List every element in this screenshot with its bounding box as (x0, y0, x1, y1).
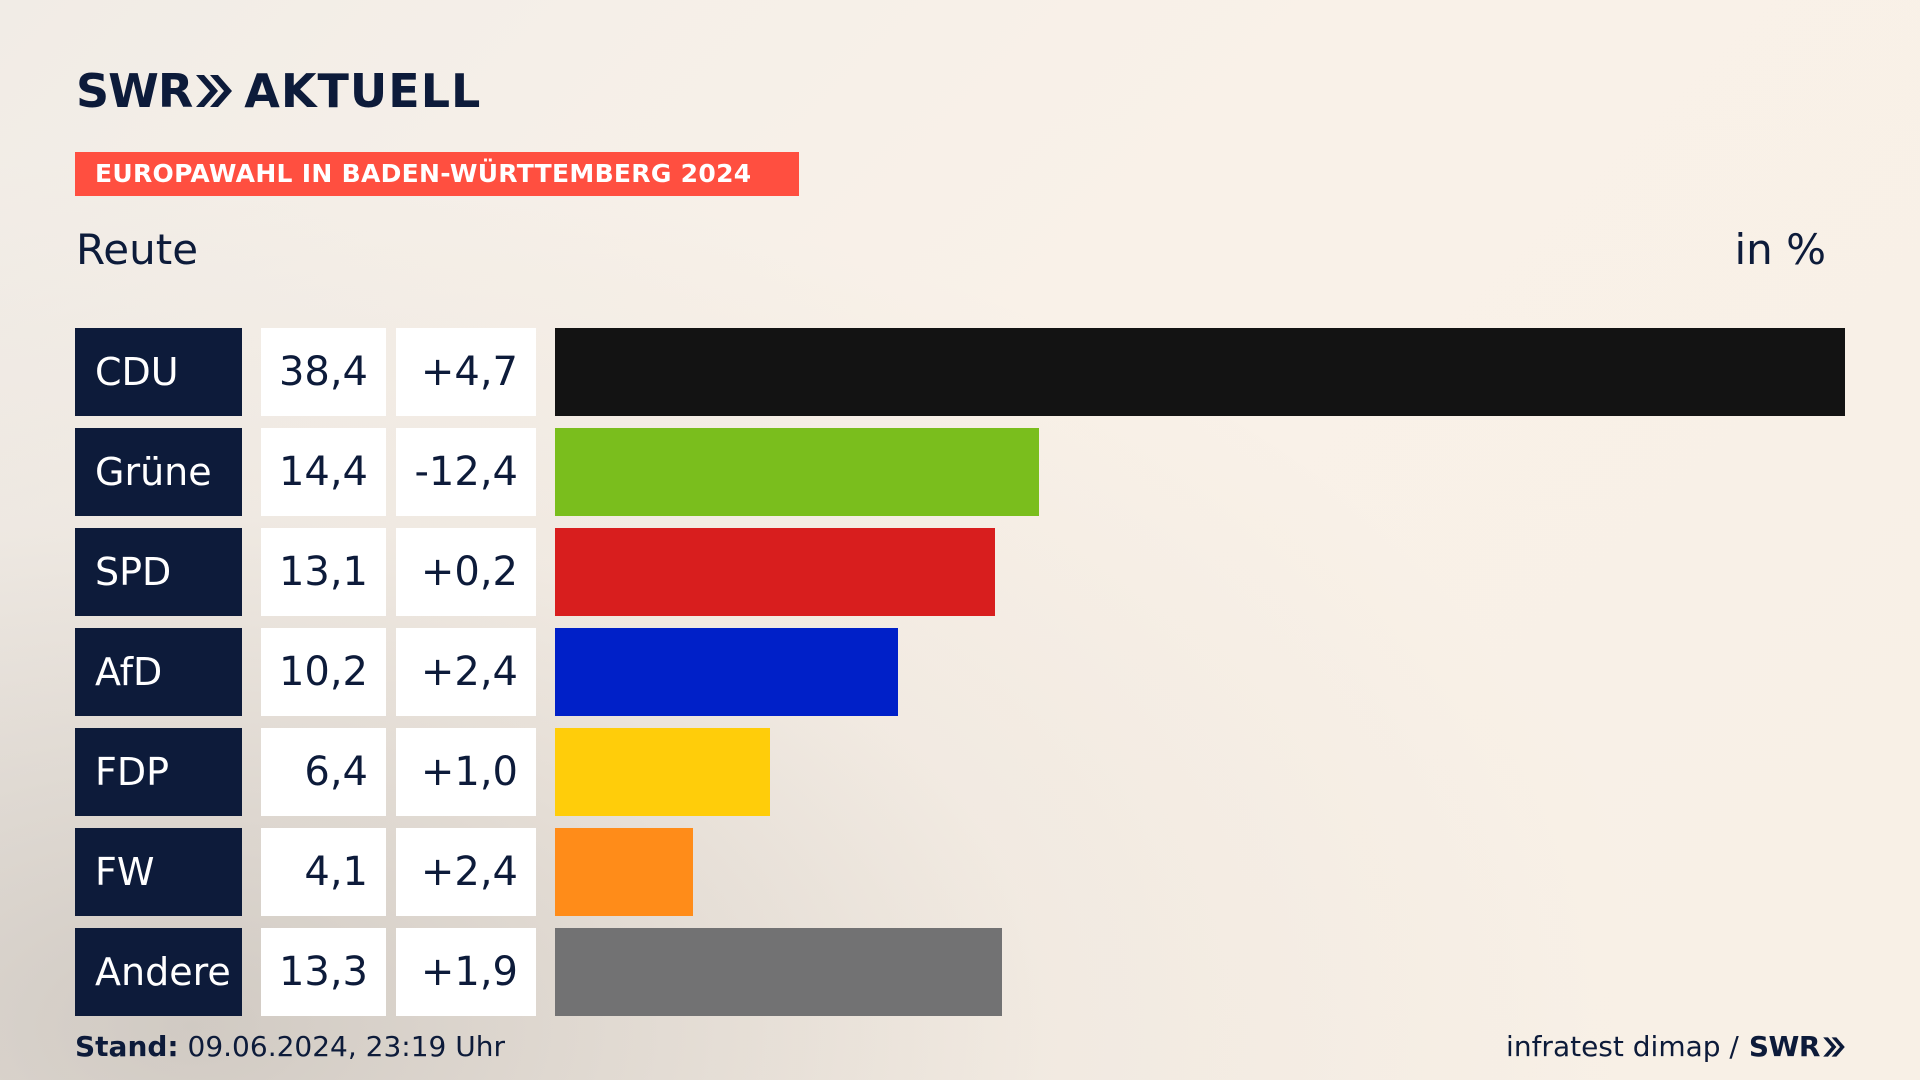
party-label: CDU (75, 328, 242, 416)
footer-swr-logo: SWR (1749, 1030, 1846, 1064)
double-chevron-icon (1823, 1037, 1845, 1057)
value-label: 4,1 (261, 828, 386, 916)
bar (555, 928, 1002, 1016)
party-label: Andere (75, 928, 242, 1016)
bar (555, 728, 770, 816)
change-label: -12,4 (396, 428, 536, 516)
bar (555, 528, 995, 616)
stand-label: Stand: (75, 1030, 179, 1063)
timestamp: Stand: 09.06.2024, 23:19 Uhr (75, 1030, 505, 1064)
value-label: 6,4 (261, 728, 386, 816)
logo-text-swr: SWR (76, 64, 193, 118)
change-label: +1,0 (396, 728, 536, 816)
value-label: 13,1 (261, 528, 386, 616)
unit-label: in % (1734, 225, 1826, 274)
bar (555, 328, 1845, 416)
election-banner: EUROPAWAHL IN BADEN-WÜRTTEMBERG 2024 (75, 152, 799, 196)
party-label: FDP (75, 728, 242, 816)
change-label: +4,7 (396, 328, 536, 416)
party-label: Grüne (75, 428, 242, 516)
stand-value: 09.06.2024, 23:19 Uhr (187, 1030, 505, 1063)
change-label: +2,4 (396, 628, 536, 716)
source-credit: infratest dimap / SWR (1506, 1030, 1846, 1064)
bar (555, 628, 898, 716)
change-label: +1,9 (396, 928, 536, 1016)
bar (555, 828, 693, 916)
value-label: 14,4 (261, 428, 386, 516)
party-label: FW (75, 828, 242, 916)
change-label: +2,4 (396, 828, 536, 916)
value-label: 10,2 (261, 628, 386, 716)
logo-text-aktuell: AKTUELL (244, 64, 482, 118)
footer-logo-text: SWR (1748, 1030, 1821, 1063)
swr-aktuell-logo: SWR AKTUELL (76, 66, 481, 116)
value-label: 13,3 (261, 928, 386, 1016)
party-label: SPD (75, 528, 242, 616)
change-label: +0,2 (396, 528, 536, 616)
location-title: Reute (76, 225, 199, 274)
double-chevron-icon (196, 75, 233, 107)
bar (555, 428, 1039, 516)
value-label: 38,4 (261, 328, 386, 416)
party-label: AfD (75, 628, 242, 716)
source-text: infratest dimap / (1506, 1030, 1739, 1063)
